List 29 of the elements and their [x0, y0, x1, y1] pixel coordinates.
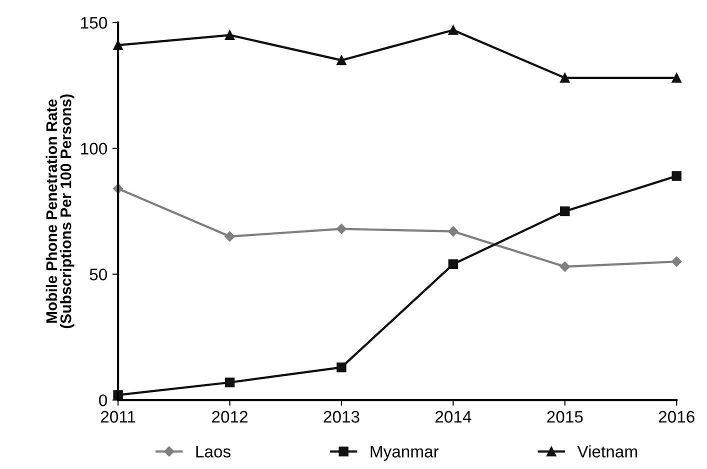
point	[672, 171, 682, 181]
y-tick-label: 150	[81, 16, 108, 29]
point	[224, 231, 235, 242]
y-tick-label: 100	[81, 142, 108, 155]
x-tick-label: 2016	[658, 410, 694, 423]
point	[560, 262, 570, 272]
point	[672, 73, 682, 83]
x-tick-label: 2011	[100, 410, 136, 423]
y-tick-label: 50	[90, 268, 107, 280]
point	[448, 226, 458, 237]
point	[448, 25, 458, 35]
point	[671, 256, 682, 267]
legend-label: Myanmar	[370, 446, 439, 461]
point	[336, 362, 346, 372]
point	[336, 224, 347, 234]
point	[224, 30, 235, 40]
point	[560, 206, 570, 216]
x-tick-label: 2014	[435, 410, 472, 423]
point	[448, 259, 458, 269]
legend-label: Laos	[196, 446, 230, 458]
y-tick-label: 0	[99, 394, 107, 406]
x-tick-label: 2015	[547, 410, 583, 423]
point	[224, 378, 235, 388]
x-tick-label: 2012	[212, 410, 248, 423]
point	[336, 55, 346, 66]
x-tick-label: 2013	[324, 410, 360, 423]
point	[560, 73, 570, 83]
legend-label: Vietnam	[577, 445, 637, 458]
y-axis-title: Mobile Phone Penetration Rate (Subscriptions Per 100 Persons)	[46, 94, 74, 328]
